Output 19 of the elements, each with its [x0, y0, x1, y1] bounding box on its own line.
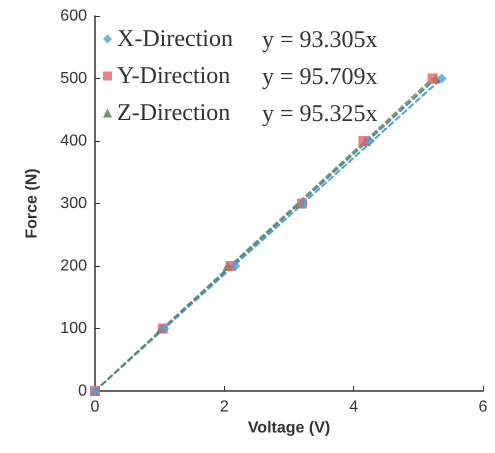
y-tick-label: 200: [60, 258, 88, 274]
x-axis-title: Voltage (V): [248, 419, 330, 436]
y-tick-label: 0: [78, 382, 88, 400]
x-tick-label: 0: [90, 398, 100, 416]
y-axis-title: Force (N): [24, 168, 40, 239]
y-tick-label: 400: [60, 132, 88, 150]
x-tick-label: 2: [220, 398, 229, 416]
y-tick-label: 500: [60, 70, 88, 87]
x-tick-label: 4: [349, 398, 358, 416]
x-tick-label: 6: [478, 398, 488, 416]
y-tick-label: 600: [60, 8, 88, 24]
legend-label: Z-Direction: [117, 100, 230, 126]
y-tick-label: 100: [60, 320, 88, 337]
annotation: y = 93.305x: [262, 27, 378, 53]
legend-label: X-Direction: [117, 26, 233, 52]
annotation: y = 95.325x: [262, 101, 378, 127]
legend-label: Y-Direction: [117, 63, 230, 89]
annotation: y = 95.709x: [262, 64, 378, 90]
y-tick-label: 300: [60, 195, 88, 212]
